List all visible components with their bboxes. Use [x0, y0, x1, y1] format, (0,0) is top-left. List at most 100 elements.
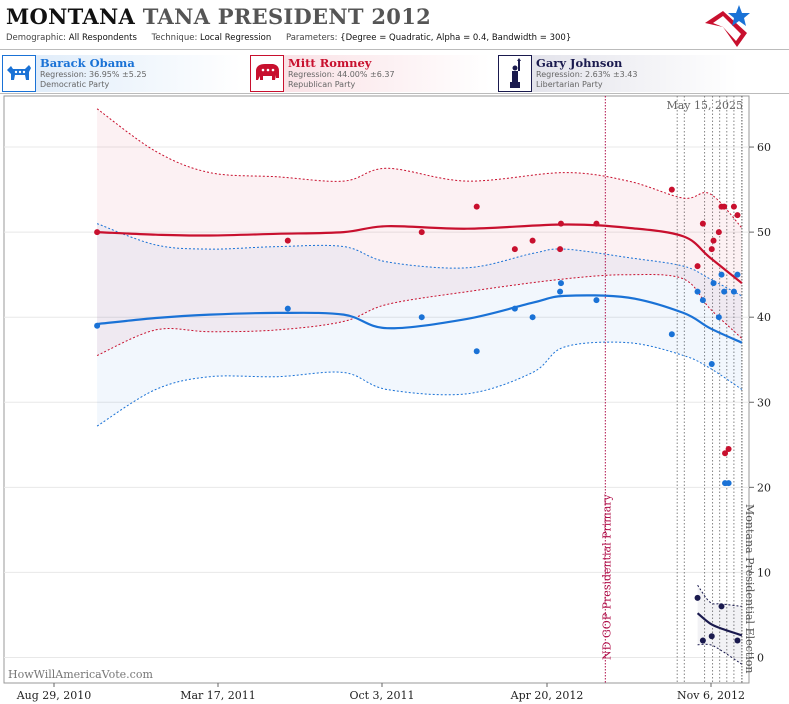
- event-label: ND GOP Presidential Primary: [600, 493, 613, 660]
- legend-regression: Regression: 44.00% ±6.37: [288, 70, 395, 79]
- poll-point: [557, 220, 564, 227]
- poll-point: [593, 220, 600, 227]
- legend-name: Gary Johnson: [536, 56, 623, 70]
- poll-point: [694, 594, 701, 601]
- confidence-band: [97, 223, 742, 427]
- poll-point: [734, 637, 741, 644]
- site-logo-icon: [705, 5, 750, 47]
- chart-header: MONTANA TANA PRESIDENT 2012: [6, 4, 431, 30]
- poll-point: [734, 212, 741, 219]
- confidence-band: [697, 585, 742, 665]
- y-tick-label: 60: [757, 141, 771, 154]
- page-title: MONTANA TANA PRESIDENT 2012: [6, 4, 431, 30]
- x-tick-label: Oct 3, 2011: [349, 689, 414, 702]
- poll-point: [593, 297, 600, 304]
- upper-bound-line: [96, 223, 743, 297]
- poll-point: [668, 331, 675, 338]
- poll-point: [715, 229, 722, 236]
- legend-item-obama: Barack Obama Regression: 36.95% ±5.25 De…: [2, 55, 242, 92]
- poll-point: [721, 288, 728, 295]
- poll-point: [699, 297, 706, 304]
- elephant-icon: [250, 55, 284, 92]
- y-tick-label: 0: [757, 651, 764, 664]
- watermark: HowWillAmericaVote.com: [8, 668, 153, 681]
- legend-name: Mitt Romney: [288, 56, 372, 70]
- poll-point: [94, 229, 101, 236]
- y-tick-label: 20: [757, 481, 771, 494]
- poll-point: [473, 348, 480, 355]
- legend-divider: [0, 93, 789, 94]
- poll-point: [694, 288, 701, 295]
- legend-item-romney: Mitt Romney Regression: 44.00% ±6.37 Rep…: [250, 55, 490, 92]
- upper-bound-line: [96, 108, 743, 229]
- x-tick-label: Nov 6, 2012: [677, 689, 745, 702]
- liberty-statue-icon: [498, 55, 532, 92]
- legend-regression: Regression: 2.63% ±3.43: [536, 70, 638, 79]
- legend-party: Democratic Party: [40, 80, 110, 89]
- poll-point: [511, 305, 518, 312]
- legend-party: Republican Party: [288, 80, 356, 89]
- poll-point: [418, 229, 425, 236]
- poll-point: [725, 480, 732, 487]
- y-tick-label: 10: [757, 566, 771, 579]
- legend-party: Libertarian Party: [536, 80, 603, 89]
- lower-bound-line: [96, 274, 743, 356]
- poll-point: [557, 280, 564, 287]
- poll-point: [710, 237, 717, 244]
- poll-point: [710, 280, 717, 287]
- poll-point: [94, 322, 101, 329]
- demographic-label: Demographic:: [6, 33, 67, 43]
- poll-point: [529, 314, 536, 321]
- poll-point: [668, 186, 675, 193]
- title-race: TANA PRESIDENT 2012: [142, 4, 432, 29]
- header-divider: [0, 49, 789, 50]
- poll-point: [699, 220, 706, 227]
- poll-point: [721, 203, 728, 210]
- poll-point: [718, 603, 725, 610]
- poll-point: [708, 360, 715, 367]
- poll-point: [473, 203, 480, 210]
- parameters-label: Parameters:: [285, 33, 338, 43]
- poll-point: [284, 237, 291, 244]
- poll-point: [734, 271, 741, 278]
- poll-point: [725, 446, 732, 453]
- poll-point: [557, 246, 564, 253]
- plot-frame: [3, 95, 750, 684]
- poll-point: [715, 314, 722, 321]
- lower-bound-line: [96, 341, 743, 427]
- poll-point: [722, 450, 729, 457]
- poll-point: [694, 263, 701, 270]
- poll-point: [284, 305, 291, 312]
- poll-point: [557, 288, 564, 295]
- poll-point: [529, 237, 536, 244]
- x-tick-label: Aug 29, 2010: [16, 689, 92, 702]
- x-tick-label: Apr 20, 2012: [510, 689, 584, 702]
- poll-point: [418, 314, 425, 321]
- regression-line: [97, 223, 743, 285]
- poll-point: [699, 637, 706, 644]
- parameters-line: Demographic: All Respondents Technique: …: [6, 33, 571, 43]
- legend-item-johnson: Gary Johnson Regression: 2.63% ±3.43 Lib…: [498, 55, 738, 92]
- demographic-value: All Respondents: [68, 33, 137, 43]
- regression-line: [696, 612, 743, 637]
- poll-point: [708, 246, 715, 253]
- legend-name: Barack Obama: [40, 56, 135, 70]
- y-tick-label: 50: [757, 226, 771, 239]
- regression-line: [96, 294, 743, 344]
- poll-point: [730, 288, 737, 295]
- poll-point: [708, 633, 715, 640]
- y-tick-label: 40: [757, 311, 771, 324]
- lower-bound-line: [697, 643, 743, 665]
- parameters-value: {Degree = Quadratic, Alpha = 0.4, Bandwi…: [340, 33, 572, 43]
- donkey-icon: [2, 55, 36, 92]
- technique-label: Technique:: [151, 33, 198, 43]
- title-state: MONTANA: [6, 4, 136, 29]
- x-tick-label: Mar 17, 2011: [180, 689, 256, 702]
- event-label: Montana Presidential Election: [743, 504, 756, 673]
- date-stamp: May 15, 2025: [666, 99, 743, 112]
- y-tick-label: 30: [757, 396, 771, 409]
- poll-point: [730, 203, 737, 210]
- poll-point: [511, 246, 518, 253]
- legend-regression: Regression: 36.95% ±5.25: [40, 70, 147, 79]
